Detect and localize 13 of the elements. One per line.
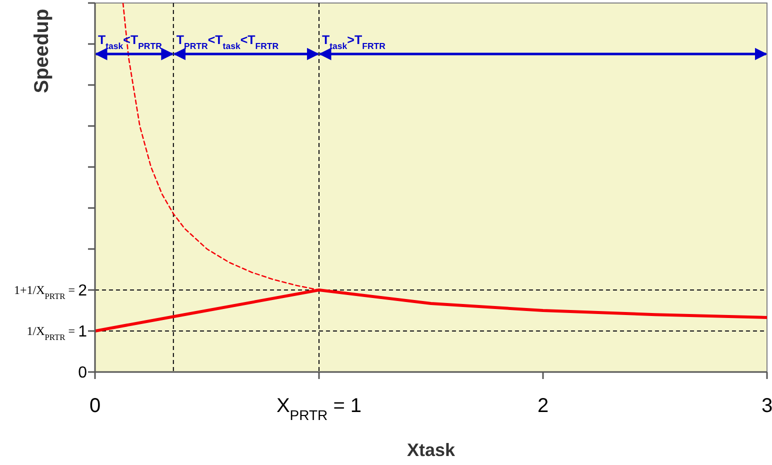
x-tick-label: 3 [761, 395, 772, 417]
ref-line-label: 1/X$_{PRTR}$ = [26, 324, 76, 342]
band-label: T$_{PRTR}$<T$_{task}$<T$_{FRTR}$ [176, 33, 280, 51]
x-tick-label: X$_{PRTR}$ = 1 [276, 395, 362, 423]
y-axis-title: Speedup [31, 8, 53, 94]
y-tick-label: 2 [78, 282, 88, 300]
band-label: T$_{task}$>T$_{FRTR}$ [322, 33, 386, 51]
band-label: T$_{task}$<T$_{PRTR}$ [98, 33, 163, 51]
y-tick-label: 1 [78, 324, 88, 341]
ref-line-label: 1+1/X$_{PRTR}$ = [14, 283, 76, 301]
y-tick-label: 0 [78, 364, 88, 382]
x-axis-title: Xtask [406, 440, 456, 460]
x-tick-label: 2 [537, 395, 549, 417]
